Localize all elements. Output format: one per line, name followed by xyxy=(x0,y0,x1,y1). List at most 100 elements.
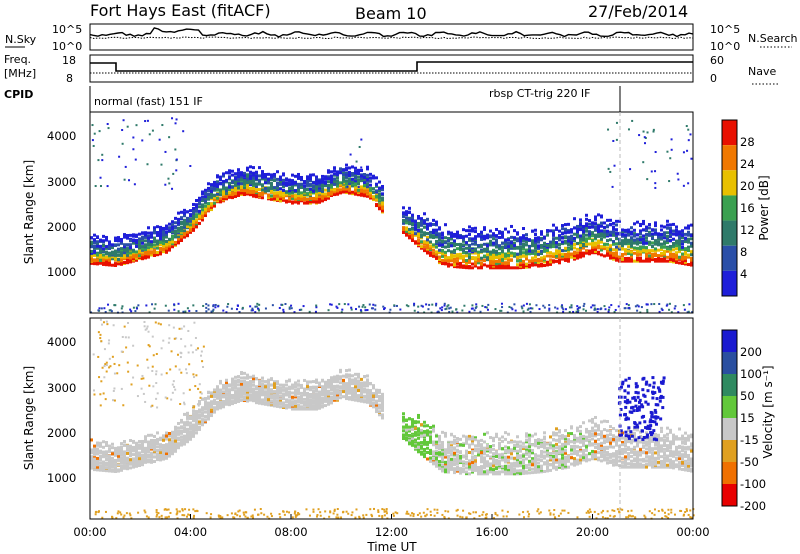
velocity-cell xyxy=(99,450,102,454)
velocity-cell xyxy=(294,390,297,394)
power-cell xyxy=(486,253,489,257)
velocity-cell xyxy=(129,458,132,462)
velocity-cell xyxy=(186,415,189,419)
power-cell xyxy=(684,239,687,243)
power-cell xyxy=(420,223,423,227)
power-cell xyxy=(480,256,483,260)
power-cell xyxy=(684,260,687,264)
power-cell xyxy=(683,308,686,311)
power-cell xyxy=(124,165,127,168)
velocity-cell xyxy=(141,463,144,467)
power-cell xyxy=(321,187,324,191)
power-cell xyxy=(573,232,576,236)
power-cell xyxy=(621,230,624,234)
power-cell xyxy=(669,247,672,251)
freq-strip: Freq. [MHz] 18 8 60 0 Nave xyxy=(4,53,780,85)
velocity-cell xyxy=(201,397,204,401)
power-cell xyxy=(666,223,669,227)
velocity-cell xyxy=(261,398,264,402)
power-cell xyxy=(135,253,138,257)
power-cell xyxy=(510,258,513,262)
power-cell xyxy=(225,178,228,182)
power-cell xyxy=(270,173,273,177)
power-cell xyxy=(594,215,597,219)
velocity-cell xyxy=(294,401,297,405)
power-cell xyxy=(564,223,567,227)
power-cell xyxy=(108,242,111,246)
power-cell xyxy=(471,262,474,266)
velocity-cell xyxy=(126,447,129,451)
velocity-cell xyxy=(273,385,276,389)
velocity-cell xyxy=(123,453,126,457)
power-cell xyxy=(687,233,690,237)
power-cell xyxy=(93,241,96,245)
power-cell xyxy=(450,244,453,248)
nave-tick-high: 60 xyxy=(710,54,724,67)
power-cell xyxy=(645,259,648,263)
power-cell xyxy=(588,234,591,238)
power-cell xyxy=(315,306,318,309)
velocity-cell xyxy=(297,400,300,404)
velocity-cell xyxy=(177,442,180,446)
power-cell xyxy=(459,261,462,265)
power-cell xyxy=(174,240,177,244)
power-cell xyxy=(687,182,690,185)
power-cell xyxy=(513,246,516,250)
power-cell xyxy=(417,215,420,219)
power-cell xyxy=(234,195,237,199)
power-cell xyxy=(231,173,234,177)
power-cell xyxy=(101,153,104,156)
velocity-cell xyxy=(126,465,129,469)
power-cell xyxy=(573,250,576,254)
power-cell xyxy=(294,174,297,178)
power-cell xyxy=(570,238,573,242)
velocity-cell xyxy=(108,467,111,471)
velocity-cell xyxy=(234,381,237,385)
power-cell xyxy=(468,255,471,259)
velocity-cell xyxy=(306,396,309,400)
power-cell xyxy=(594,308,597,311)
power-cell xyxy=(408,227,411,231)
velocity-cell xyxy=(285,405,288,409)
power-cell xyxy=(540,230,543,234)
power-cell xyxy=(414,232,417,236)
power-cell xyxy=(666,219,669,223)
power-cell xyxy=(463,304,466,307)
velocity-cell xyxy=(117,452,120,456)
power-cell xyxy=(164,150,167,153)
power-cell xyxy=(402,229,405,233)
power-cell xyxy=(552,233,555,237)
power-cell xyxy=(590,306,593,309)
colorbar-swatch xyxy=(722,220,737,246)
velocity-cell xyxy=(246,393,249,397)
power-cell xyxy=(648,226,651,230)
power-cell xyxy=(519,261,522,265)
velocity-cell xyxy=(288,378,291,382)
power-cell xyxy=(423,245,426,249)
power-cell xyxy=(480,264,483,268)
power-cell xyxy=(135,238,138,242)
velocity-cell xyxy=(93,444,96,448)
power-cell xyxy=(330,190,333,194)
velocity-cell xyxy=(183,428,186,432)
velocity-cell xyxy=(234,386,237,390)
power-cell xyxy=(627,249,630,253)
power-cell xyxy=(333,166,336,170)
nsky-label: N.Sky xyxy=(5,33,37,46)
velocity-cell xyxy=(246,390,249,394)
velocity-cell xyxy=(300,398,303,402)
power-cell xyxy=(501,253,504,257)
power-cell xyxy=(258,303,261,306)
freq-unit-label: [MHz] xyxy=(4,67,36,80)
velocity-cell xyxy=(180,438,183,442)
power-cell xyxy=(612,230,615,234)
velocity-cell xyxy=(303,403,306,407)
power-cell xyxy=(306,192,309,196)
power-cell xyxy=(117,247,120,251)
velocity-cell xyxy=(252,378,255,382)
power-cell xyxy=(330,180,333,184)
power-cell xyxy=(180,225,183,229)
velocity-cell xyxy=(321,392,324,396)
velocity-cell xyxy=(336,388,339,392)
power-cell xyxy=(276,197,279,201)
